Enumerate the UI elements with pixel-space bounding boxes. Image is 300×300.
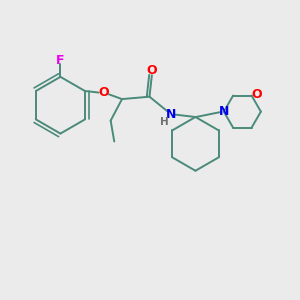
Text: O: O: [147, 64, 157, 76]
Text: N: N: [166, 107, 176, 121]
Text: O: O: [252, 88, 262, 100]
Text: H: H: [160, 117, 169, 127]
Text: N: N: [219, 105, 229, 118]
Text: O: O: [98, 86, 109, 99]
Text: F: F: [56, 54, 65, 67]
